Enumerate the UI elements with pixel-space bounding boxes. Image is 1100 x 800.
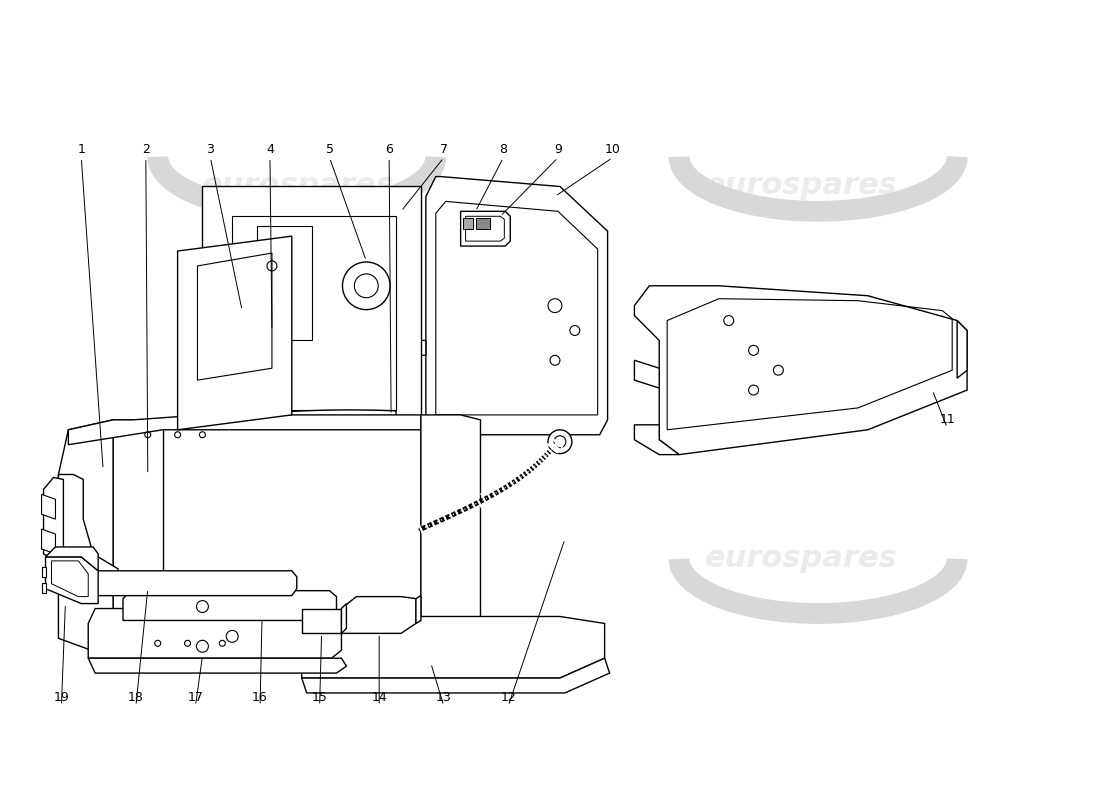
Text: 11: 11 — [939, 414, 955, 426]
Text: 5: 5 — [326, 143, 333, 156]
Text: 4: 4 — [266, 143, 274, 156]
Polygon shape — [58, 474, 118, 578]
Polygon shape — [42, 529, 55, 554]
Text: 16: 16 — [252, 691, 268, 705]
Polygon shape — [421, 415, 481, 658]
Polygon shape — [957, 321, 967, 378]
Text: 1: 1 — [77, 143, 85, 156]
Polygon shape — [68, 415, 421, 445]
Text: 17: 17 — [187, 691, 204, 705]
Polygon shape — [461, 211, 510, 246]
Text: eurospares: eurospares — [202, 544, 395, 574]
Polygon shape — [44, 478, 64, 564]
Text: 19: 19 — [54, 691, 69, 705]
Text: 18: 18 — [128, 691, 144, 705]
Text: 7: 7 — [440, 143, 448, 156]
Polygon shape — [301, 658, 609, 693]
Polygon shape — [301, 617, 605, 678]
Polygon shape — [91, 571, 297, 596]
Polygon shape — [45, 557, 98, 603]
Text: 14: 14 — [372, 691, 387, 705]
Polygon shape — [177, 236, 292, 430]
Polygon shape — [414, 341, 426, 355]
Text: 10: 10 — [605, 143, 620, 156]
Polygon shape — [42, 494, 55, 519]
Text: eurospares: eurospares — [202, 171, 395, 200]
Text: 8: 8 — [499, 143, 507, 156]
Polygon shape — [88, 658, 346, 673]
Polygon shape — [635, 425, 679, 454]
Polygon shape — [123, 590, 337, 621]
Polygon shape — [118, 410, 396, 442]
Polygon shape — [42, 567, 45, 577]
Polygon shape — [475, 218, 491, 229]
Text: eurospares: eurospares — [705, 171, 898, 200]
Polygon shape — [88, 609, 341, 658]
Circle shape — [548, 430, 572, 454]
Circle shape — [342, 262, 390, 310]
Text: 3: 3 — [207, 143, 215, 156]
Polygon shape — [463, 218, 473, 229]
Text: 12: 12 — [500, 691, 516, 705]
Polygon shape — [635, 286, 967, 454]
Polygon shape — [426, 177, 607, 434]
Text: 6: 6 — [385, 143, 393, 156]
Text: 2: 2 — [142, 143, 150, 156]
Polygon shape — [113, 420, 421, 658]
Polygon shape — [42, 582, 45, 593]
Text: 13: 13 — [436, 691, 452, 705]
Polygon shape — [301, 609, 341, 634]
Polygon shape — [341, 597, 416, 634]
Polygon shape — [635, 360, 659, 388]
Polygon shape — [416, 596, 421, 623]
Polygon shape — [202, 186, 421, 430]
Polygon shape — [58, 420, 113, 658]
Text: eurospares: eurospares — [705, 544, 898, 574]
Text: 15: 15 — [311, 691, 328, 705]
Text: 9: 9 — [554, 143, 562, 156]
Polygon shape — [341, 603, 346, 634]
Polygon shape — [45, 547, 98, 571]
